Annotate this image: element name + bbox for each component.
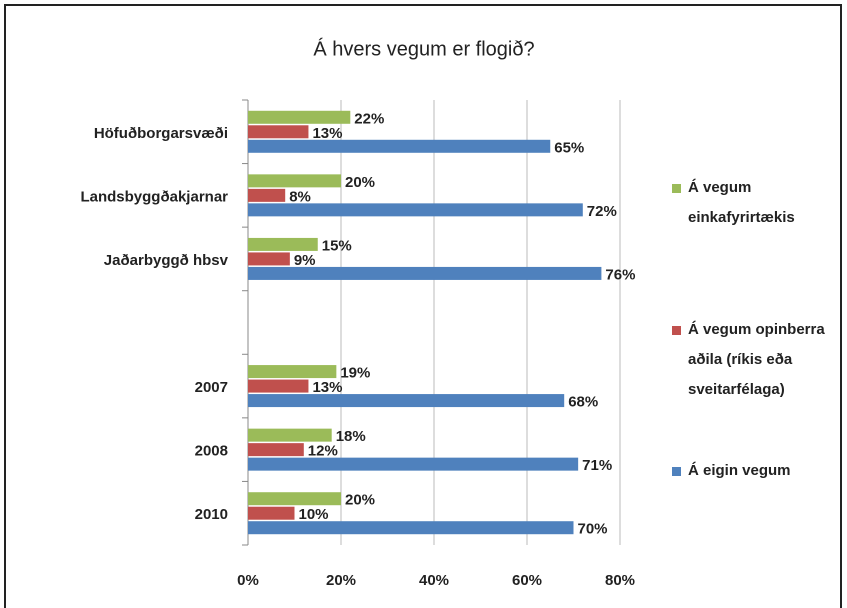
data-label: 65% bbox=[554, 139, 584, 156]
data-label: 8% bbox=[289, 188, 311, 205]
bar bbox=[248, 365, 337, 379]
bar bbox=[248, 174, 341, 188]
bar bbox=[248, 379, 309, 393]
x-tick-label: 0% bbox=[237, 572, 259, 589]
bar bbox=[248, 457, 579, 471]
data-label: 70% bbox=[578, 521, 608, 538]
legend-swatch bbox=[672, 467, 681, 476]
data-label: 68% bbox=[568, 394, 598, 411]
bar bbox=[248, 492, 341, 506]
bar bbox=[248, 394, 565, 408]
bar bbox=[248, 125, 309, 139]
data-label: 13% bbox=[312, 379, 342, 396]
legend-label: Á vegum opinberra aðila (ríkis eða sveit… bbox=[688, 321, 825, 398]
y-tick-label: Landsbyggðakjarnar bbox=[80, 188, 228, 205]
y-tick-label: Höfuðborgarsvæði bbox=[94, 125, 228, 142]
data-label: 10% bbox=[299, 506, 329, 523]
legend-swatch bbox=[672, 184, 681, 193]
bar bbox=[248, 188, 286, 202]
frame bbox=[4, 4, 842, 608]
legend-label: Á vegum einkafyrirtækis bbox=[688, 179, 795, 226]
bar bbox=[248, 521, 574, 535]
legend-label: Á eigin vegum bbox=[688, 462, 791, 479]
y-tick-label: 2007 bbox=[195, 379, 228, 396]
data-label: 12% bbox=[308, 443, 338, 460]
bar bbox=[248, 443, 304, 457]
bar bbox=[248, 266, 602, 280]
x-tick-label: 40% bbox=[419, 572, 449, 589]
bar bbox=[248, 237, 318, 251]
data-label: 22% bbox=[354, 110, 384, 127]
data-label: 20% bbox=[345, 174, 375, 191]
data-label: 18% bbox=[336, 428, 366, 445]
x-tick-label: 60% bbox=[512, 572, 542, 589]
data-label: 9% bbox=[294, 252, 316, 269]
y-tick-label: 2008 bbox=[195, 443, 228, 460]
bar bbox=[248, 506, 295, 520]
data-label: 72% bbox=[587, 203, 617, 220]
legend-swatch bbox=[672, 326, 681, 335]
chart-title: Á hvers vegum er flogið? bbox=[313, 37, 534, 60]
data-label: 19% bbox=[340, 365, 370, 382]
bar bbox=[248, 139, 551, 153]
data-label: 76% bbox=[605, 266, 635, 283]
x-tick-label: 20% bbox=[326, 572, 356, 589]
data-label: 15% bbox=[322, 237, 352, 254]
bar bbox=[248, 252, 290, 266]
x-tick-label: 80% bbox=[605, 572, 635, 589]
bar bbox=[248, 428, 332, 442]
data-label: 20% bbox=[345, 492, 375, 509]
bar bbox=[248, 203, 583, 217]
y-tick-label: Jaðarbyggð hbsv bbox=[104, 252, 229, 269]
data-label: 13% bbox=[312, 125, 342, 142]
bar bbox=[248, 110, 351, 124]
data-label: 71% bbox=[582, 457, 612, 474]
y-tick-label: 2010 bbox=[195, 506, 228, 523]
